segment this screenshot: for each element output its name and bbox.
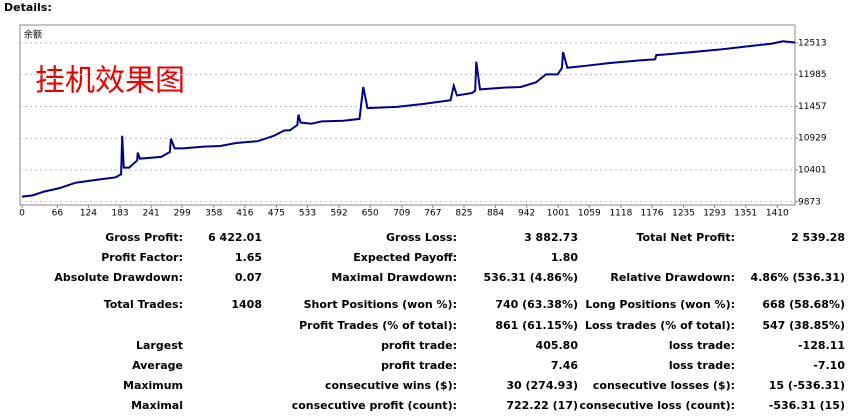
stat-value: 547 (38.85%) bbox=[762, 319, 845, 332]
chart-frame bbox=[19, 24, 796, 206]
stat-label: Maximal Drawdown: bbox=[331, 271, 457, 284]
x-tick-label: 1001 bbox=[547, 209, 570, 219]
stat-label: Expected Payoff: bbox=[353, 251, 457, 264]
stat-value: 1.80 bbox=[551, 251, 578, 264]
stat-label: Gross Loss: bbox=[386, 231, 457, 244]
stat-label: loss trade: bbox=[669, 359, 735, 372]
stat-label: profit trade: bbox=[381, 339, 457, 352]
stat-value: 1.65 bbox=[235, 251, 262, 264]
y-tick-label: 10401 bbox=[798, 166, 827, 176]
stat-value: 4.86% (536.31) bbox=[751, 271, 846, 284]
stat-value: 7.46 bbox=[551, 359, 578, 372]
stat-label: Relative Drawdown: bbox=[610, 271, 735, 284]
stat-label: Average bbox=[132, 359, 183, 372]
x-tick-label: 1410 bbox=[766, 209, 789, 219]
stat-value: 6 422.01 bbox=[208, 231, 262, 244]
stat-label: loss trade: bbox=[669, 339, 735, 352]
x-tick-label: 650 bbox=[362, 209, 379, 219]
x-tick-label: 709 bbox=[393, 209, 410, 219]
stat-value: -128.11 bbox=[798, 339, 845, 352]
stat-value: -7.10 bbox=[813, 359, 845, 372]
stat-label: Gross Profit: bbox=[105, 231, 183, 244]
x-tick-label: 1176 bbox=[641, 209, 664, 219]
stat-label: consecutive losses ($): bbox=[593, 379, 735, 392]
stat-value: 722.22 (17) bbox=[506, 399, 578, 412]
stat-value: 740 (63.38%) bbox=[495, 298, 578, 311]
stat-label: Absolute Drawdown: bbox=[54, 271, 183, 284]
stat-value: 0.07 bbox=[235, 271, 262, 284]
stat-value: 536.31 (4.86%) bbox=[484, 271, 579, 284]
y-tick-label: 9873 bbox=[798, 197, 821, 207]
details-title: Details: bbox=[4, 1, 52, 14]
stat-label: consecutive loss (count): bbox=[580, 399, 735, 412]
stat-value: 405.80 bbox=[536, 339, 579, 352]
legend-label: 余额 bbox=[24, 29, 42, 41]
x-tick-label: 66 bbox=[52, 209, 64, 219]
x-tick-label: 183 bbox=[111, 209, 128, 219]
x-tick-label: 299 bbox=[174, 209, 191, 219]
stat-value: 2 539.28 bbox=[791, 231, 845, 244]
x-tick-label: 767 bbox=[424, 209, 441, 219]
stat-label: consecutive profit (count): bbox=[292, 399, 457, 412]
x-tick-label: 533 bbox=[299, 209, 316, 219]
x-tick-label: 1235 bbox=[672, 209, 695, 219]
x-tick-label: 475 bbox=[268, 209, 285, 219]
stat-label: Profit Trades (% of total): bbox=[299, 319, 457, 332]
x-tick-label: 1351 bbox=[734, 209, 757, 219]
stat-value: 30 (274.93) bbox=[506, 379, 578, 392]
x-tick-label: 416 bbox=[236, 209, 253, 219]
stat-value: 3 882.73 bbox=[524, 231, 578, 244]
stat-label: Total Net Profit: bbox=[637, 231, 736, 244]
stat-label: Maximum bbox=[123, 379, 183, 392]
stat-value: 1408 bbox=[231, 298, 262, 311]
x-tick-label: 241 bbox=[143, 209, 160, 219]
stat-value: -536.31 (15) bbox=[769, 399, 845, 412]
balance-line bbox=[21, 40, 796, 198]
stat-label: Largest bbox=[136, 339, 183, 352]
stat-label: Long Positions (won %): bbox=[585, 298, 735, 311]
x-tick-label: 592 bbox=[331, 209, 348, 219]
stat-label: Total Trades: bbox=[104, 298, 183, 311]
x-tick-label: 1118 bbox=[609, 209, 632, 219]
x-tick-label: 124 bbox=[80, 209, 97, 219]
y-tick-label: 10929 bbox=[798, 134, 827, 144]
stat-label: Loss trades (% of total): bbox=[585, 319, 735, 332]
stat-label: Maximal bbox=[131, 399, 183, 412]
x-tick-label: 1059 bbox=[578, 209, 601, 219]
y-tick-label: 12513 bbox=[798, 38, 827, 48]
y-tick-label: 11457 bbox=[798, 102, 827, 112]
stat-label: profit trade: bbox=[381, 359, 457, 372]
x-tick-label: 884 bbox=[487, 209, 504, 219]
x-tick-label: 942 bbox=[518, 209, 535, 219]
x-tick-label: 358 bbox=[205, 209, 222, 219]
y-tick-label: 11985 bbox=[798, 70, 827, 80]
x-tick-label: 0 bbox=[19, 209, 25, 219]
x-tick-label: 1293 bbox=[703, 209, 726, 219]
stat-value: 668 (58.68%) bbox=[762, 298, 845, 311]
stat-label: Short Positions (won %): bbox=[304, 298, 457, 311]
x-tick-label: 825 bbox=[455, 209, 472, 219]
stat-value: 15 (-536.31) bbox=[769, 379, 845, 392]
annotation: 挂机效果图 bbox=[35, 64, 185, 99]
stat-label: Profit Factor: bbox=[101, 251, 183, 264]
stat-value: 861 (61.15%) bbox=[495, 319, 578, 332]
stat-label: consecutive wins ($): bbox=[325, 379, 457, 392]
